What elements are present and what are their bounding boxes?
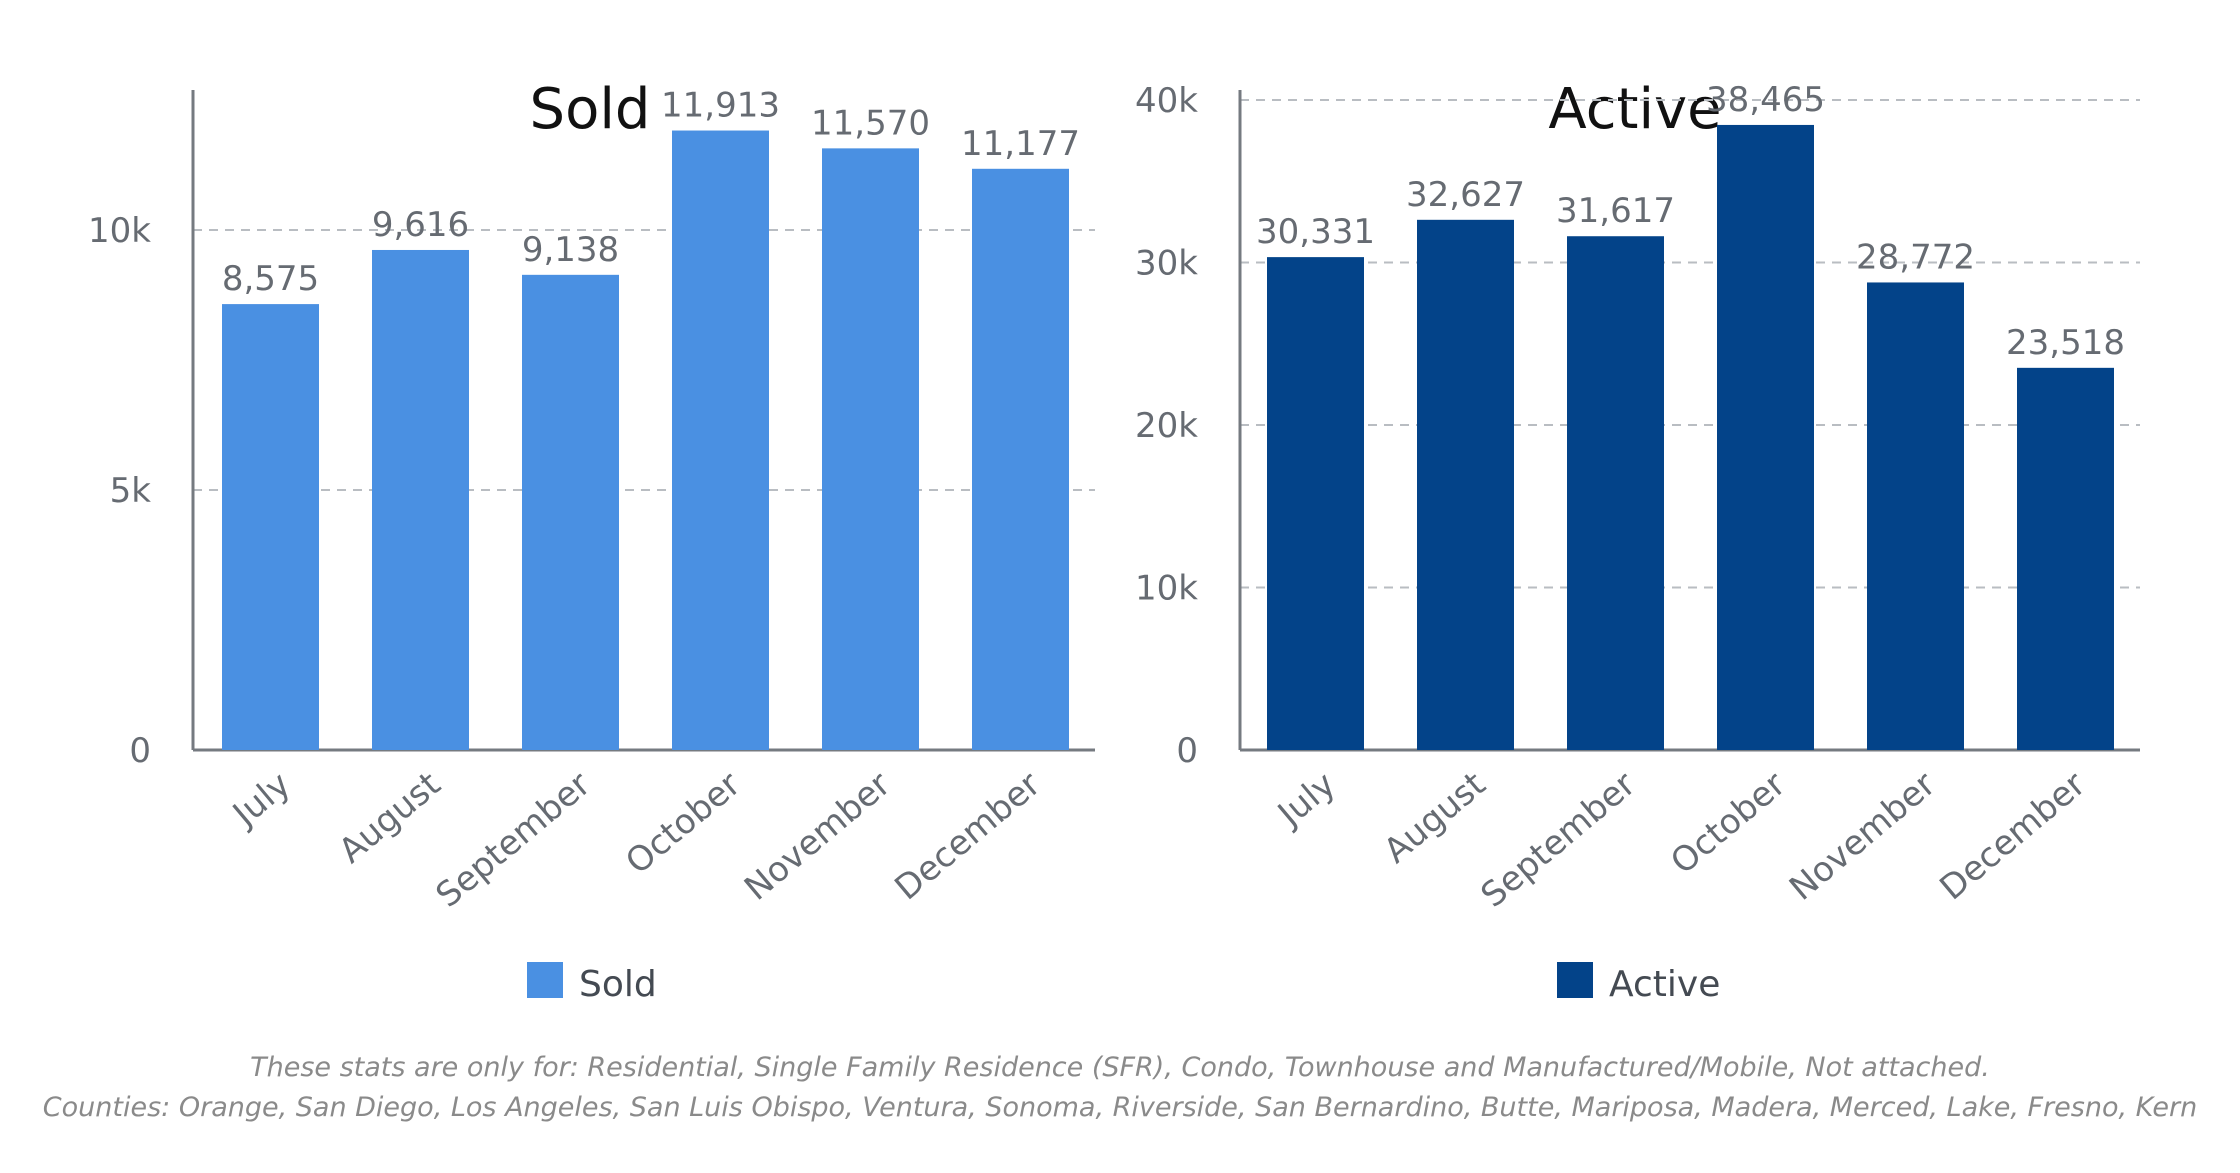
y-tick-label: 30k xyxy=(1135,244,1198,284)
x-tick-label: November xyxy=(737,764,898,908)
data-label: 8,575 xyxy=(222,259,319,299)
y-tick-label: 10k xyxy=(1135,569,1198,609)
x-tick-label: October xyxy=(618,764,748,882)
y-tick-label: 0 xyxy=(129,731,151,771)
x-tick-label: September xyxy=(429,764,599,915)
chart-title: Active xyxy=(1548,77,1721,142)
data-label: 9,138 xyxy=(522,230,619,270)
bar-july xyxy=(1267,257,1364,750)
chart-active: Active 0 10k 20k 30k 40k 30,331 July 32,627 Augus… xyxy=(1135,77,2140,1005)
x-tick-label: July xyxy=(224,764,298,835)
footnote-counties-line: Counties: Orange, San Diego, Los Angeles… xyxy=(42,1092,2198,1123)
y-tick-label: 5k xyxy=(110,471,152,511)
data-label: 28,772 xyxy=(1856,237,1975,277)
chart-title: Sold xyxy=(530,77,651,142)
bar-december xyxy=(2017,367,2114,750)
bar-august xyxy=(1417,219,1514,750)
data-label: 11,177 xyxy=(961,124,1080,164)
y-tick-label: 0 xyxy=(1176,731,1198,771)
legend[interactable]: Sold xyxy=(527,962,657,1005)
bar-november xyxy=(822,148,919,751)
bar-august xyxy=(372,249,469,750)
x-tick-label: August xyxy=(1376,764,1493,871)
x-tick-label: October xyxy=(1663,764,1793,882)
data-label: 11,570 xyxy=(811,103,930,143)
y-tick-label: 10k xyxy=(88,211,151,251)
data-label: 11,913 xyxy=(661,86,780,126)
bar-july xyxy=(222,304,319,750)
bar-november xyxy=(1867,282,1964,750)
legend-label: Sold xyxy=(579,964,657,1005)
bar-october xyxy=(1717,124,1814,751)
x-tick-label: November xyxy=(1782,764,1943,908)
data-label: 23,518 xyxy=(2006,323,2125,363)
data-label: 32,627 xyxy=(1406,175,1525,215)
x-tick-label: December xyxy=(1933,764,2094,908)
data-label: 31,617 xyxy=(1556,191,1675,231)
data-label: 9,616 xyxy=(372,205,469,245)
data-label: 30,331 xyxy=(1256,212,1375,252)
legend-label: Active xyxy=(1609,964,1720,1005)
x-tick-label: August xyxy=(331,764,448,871)
bar-september xyxy=(522,274,619,750)
footnote-stats-line: These stats are only for: Residential, S… xyxy=(250,1052,1990,1083)
x-tick-label: December xyxy=(888,764,1049,908)
x-tick-label: September xyxy=(1474,764,1644,915)
legend-swatch xyxy=(527,962,563,998)
chart-sold: Sold 0 5k 10k 8,575 July 9,616 August 9,138 Septe… xyxy=(88,77,1095,1005)
legend-swatch xyxy=(1557,962,1593,998)
data-label: 38,465 xyxy=(1706,80,1825,120)
legend[interactable]: Active xyxy=(1557,962,1720,1005)
bar-september xyxy=(1567,236,1664,750)
y-tick-label: 20k xyxy=(1135,406,1198,446)
bar-december xyxy=(972,168,1069,750)
y-tick-label: 40k xyxy=(1135,81,1198,121)
bar-october xyxy=(672,130,769,751)
x-tick-label: July xyxy=(1269,764,1343,835)
